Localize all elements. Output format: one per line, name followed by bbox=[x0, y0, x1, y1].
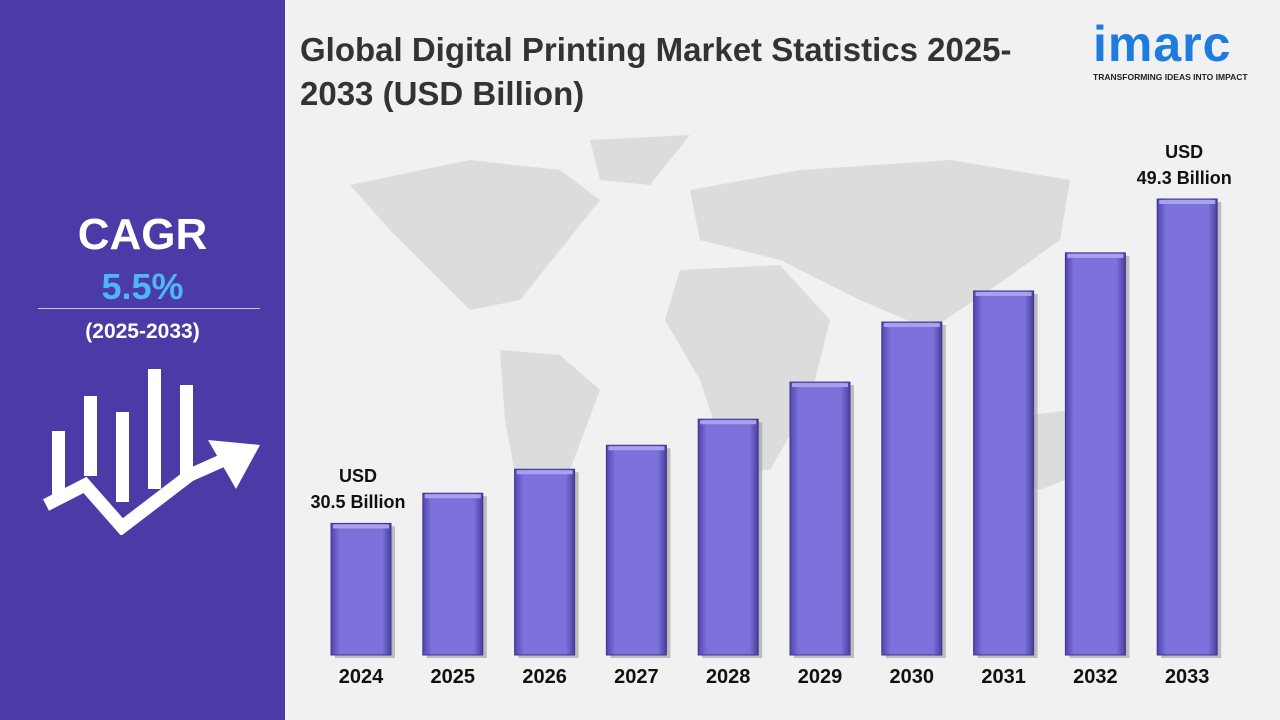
logo: imarc TRANSFORMING IDEAS INTO IMPACT bbox=[1093, 16, 1263, 82]
sidebar: CAGR 5.5% (2025-2033) bbox=[0, 0, 285, 720]
x-tick-label: 2026 bbox=[522, 666, 567, 688]
bar-cap bbox=[700, 420, 757, 425]
value-label: USD 49.3 Billion bbox=[1136, 142, 1232, 188]
bar-cap bbox=[1067, 253, 1124, 258]
bar-cap bbox=[608, 446, 665, 451]
bar bbox=[605, 444, 667, 656]
logo-name: imarc bbox=[1093, 16, 1232, 72]
bar bbox=[881, 321, 943, 656]
x-tick-label: 2028 bbox=[706, 666, 751, 688]
cagr-period: (2025-2033) bbox=[85, 320, 200, 343]
x-tick-label: 2030 bbox=[890, 666, 935, 688]
x-tick-label: 2027 bbox=[614, 666, 659, 688]
bar-cap bbox=[975, 291, 1032, 296]
x-tick-label: 2029 bbox=[798, 666, 843, 688]
bar-cap bbox=[516, 470, 573, 475]
cagr-value: 5.5% bbox=[101, 266, 184, 307]
chart-title: Global Digital Printing Market Statistic… bbox=[300, 31, 1012, 112]
x-tick-label: 2033 bbox=[1165, 666, 1210, 688]
bar-cap bbox=[1159, 200, 1216, 204]
bar bbox=[330, 522, 392, 656]
growth-icon bbox=[43, 369, 260, 535]
cagr-label: CAGR bbox=[77, 210, 208, 259]
x-tick-label: 2032 bbox=[1073, 666, 1118, 688]
x-tick-label: 2024 bbox=[339, 666, 384, 688]
bar bbox=[973, 290, 1035, 656]
logo-tagline: TRANSFORMING IDEAS INTO IMPACT bbox=[1093, 72, 1248, 82]
bar bbox=[697, 418, 759, 656]
bar-cap bbox=[424, 494, 481, 499]
bar-cap bbox=[333, 524, 389, 529]
bar bbox=[514, 468, 576, 656]
bar-cap bbox=[792, 383, 848, 388]
bar bbox=[1064, 252, 1126, 656]
bar bbox=[422, 492, 484, 656]
x-tick-label: 2031 bbox=[981, 666, 1026, 688]
value-label: USD 30.5 Billion bbox=[310, 466, 406, 513]
bar bbox=[1156, 198, 1218, 656]
x-tick-label: 2025 bbox=[431, 666, 476, 688]
bar-cap bbox=[883, 323, 940, 328]
bar bbox=[789, 381, 851, 656]
divider bbox=[38, 308, 260, 309]
